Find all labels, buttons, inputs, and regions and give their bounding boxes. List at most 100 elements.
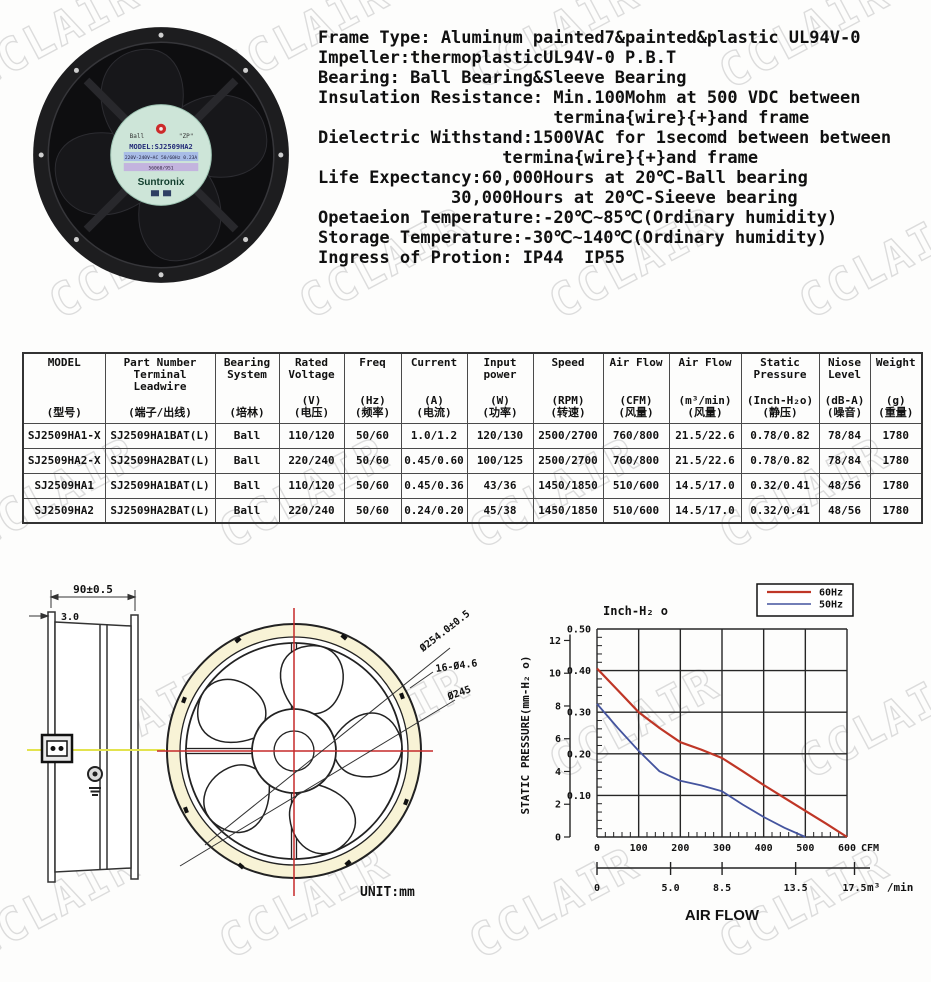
table-cell: SJ2509HA1-X xyxy=(22,422,106,449)
table-cell: 220/240 xyxy=(278,497,345,524)
cfm-tick-label: 600 xyxy=(838,843,856,854)
table-cell: 50/60 xyxy=(343,497,402,524)
inner-dia-label: Ø245 xyxy=(445,683,473,703)
table-cell: SJ2509HA2BAT(L) xyxy=(104,447,216,474)
table-cell: SJ2509HA2-X xyxy=(22,447,106,474)
table-cell: 0.24/0.20 xyxy=(400,497,468,524)
table-cell: 50/60 xyxy=(343,422,402,449)
table-cell: 110/120 xyxy=(278,422,345,449)
table-header-cell: MODEL (型号) xyxy=(22,352,106,424)
table-cell: 14.5/17.0 xyxy=(668,472,742,499)
table-header-cell: Bearing System (培林) xyxy=(214,352,280,424)
inch-tick-label: 0.40 xyxy=(567,666,591,677)
table-cell: 510/600 xyxy=(602,472,670,499)
table-cell: 78/84 xyxy=(818,422,871,449)
front-view: Ø254.0±0.5 16-Ø4.6 Ø245 xyxy=(157,608,478,896)
spec-line: Frame Type: Aluminum painted7&painted&pl… xyxy=(318,28,861,48)
table-header-cell: Speed (RPM) (转速) xyxy=(532,352,604,424)
table-cell: 1780 xyxy=(869,497,923,524)
table-cell: Ball xyxy=(214,422,280,449)
table-cell: 760/800 xyxy=(602,447,670,474)
mounting-holes xyxy=(181,633,409,870)
cert-mark-icon xyxy=(150,190,160,197)
spec-text-block: Frame Type: Aluminum painted7&painted&pl… xyxy=(318,28,924,268)
table-cell: Ball xyxy=(214,472,280,499)
mm-tick-label: 10 xyxy=(549,669,561,680)
label-zp: "ZP" xyxy=(179,133,194,140)
table-cell: 1450/1850 xyxy=(532,497,604,524)
cfm-tick-label: 100 xyxy=(630,843,648,854)
spec-line: Insulation Resistance: Min.100Mohm at 50… xyxy=(318,88,861,108)
dimension-drawing: 90±0.5 3.0 xyxy=(27,583,478,900)
unit-note: UNIT:mm xyxy=(360,885,415,900)
label-model: MODEL:SJ2509HA2 xyxy=(129,142,193,151)
x-axis-title: AIR FLOW xyxy=(685,907,760,924)
table-cell: 1780 xyxy=(869,472,923,499)
inch-tick-label: 0.30 xyxy=(567,708,591,719)
table-cell: 78/84 xyxy=(818,447,871,474)
mm-tick-label: 2 xyxy=(555,800,561,811)
mm-tick-label: 6 xyxy=(555,734,561,745)
inch-tick-label: 0.20 xyxy=(567,749,591,760)
legend-label: 50Hz xyxy=(819,600,843,611)
table-cell: 0.32/0.41 xyxy=(740,497,820,524)
table-cell: 0.45/0.36 xyxy=(400,472,468,499)
inch-tick-label: 0.10 xyxy=(567,791,591,802)
table-cell: SJ2509HA1BAT(L) xyxy=(104,422,216,449)
cfm-tick-label: 300 xyxy=(713,843,731,854)
table-cell: 0.45/0.60 xyxy=(400,447,468,474)
table-cell: 0.78/0.82 xyxy=(740,422,820,449)
fan-photo: Ball "ZP" MODEL:SJ2509HA2 220V-240V~AC 5… xyxy=(33,27,289,283)
spec-line: termina{wire}{+}and frame xyxy=(318,108,810,128)
table-cell: 48/56 xyxy=(818,472,871,499)
spec-table: MODEL (型号) Part Number Terminal Leadwire (端子/… xyxy=(22,352,923,524)
cert-mark-icon xyxy=(163,190,172,197)
table-cell: 510/600 xyxy=(602,497,670,524)
cfm-unit-label: CFM xyxy=(861,843,879,854)
table-cell: 2500/2700 xyxy=(532,422,604,449)
performance-chart: 0.50 0.40 0.30 0.20 0.10 Inch-H₂ o 12 10 8 6 4 2 0 ST… xyxy=(519,583,913,924)
table-cell: 760/800 xyxy=(602,422,670,449)
thickness-dimension-label: 3.0 xyxy=(61,612,79,623)
spec-line: Storage Temperature:-30℃~140℃(Ordinary h… xyxy=(318,228,827,248)
label-bearing-type: Ball xyxy=(130,133,145,140)
m3min-tick-label: 13.5 xyxy=(784,883,808,894)
table-cell: SJ2509HA2 xyxy=(22,497,106,524)
table-row: SJ2509HA1 SJ2509HA1BAT(L) Ball 110/120 50/60… xyxy=(22,472,923,499)
table-header-row: MODEL (型号) Part Number Terminal Leadwire (端子/… xyxy=(22,352,923,424)
table-cell: 50/60 xyxy=(343,447,402,474)
table-cell: Ball xyxy=(214,447,280,474)
table-row: SJ2509HA1-X SJ2509HA1BAT(L) Ball 110/120 50/… xyxy=(22,422,923,449)
fan-rivets xyxy=(38,32,284,278)
table-cell: SJ2509HA1BAT(L) xyxy=(104,472,216,499)
mm-tick-label: 8 xyxy=(555,701,561,712)
width-dimension xyxy=(49,590,137,611)
table-header-cell: Niose Level (dB-A) (噪音) xyxy=(818,352,871,424)
table-cell: 1450/1850 xyxy=(532,472,604,499)
curve-60hz xyxy=(596,667,848,838)
table-header-cell: Part Number Terminal Leadwire (端子/出线) xyxy=(104,352,216,424)
mm-tick-label: 4 xyxy=(555,767,561,778)
table-header-cell: Rated Voltage (V) (电压) xyxy=(278,352,345,424)
legend-label: 60Hz xyxy=(819,588,843,599)
mm-tick-label: 0 xyxy=(555,833,561,844)
inch-axis-title: Inch-H₂ o xyxy=(603,604,668,618)
spec-line: Life Expectancy:60,000Hours at 20℃-Ball … xyxy=(318,168,808,188)
spec-line: Ingress of Protion: IP44 IP55 xyxy=(318,248,626,268)
table-cell: 48/56 xyxy=(818,497,871,524)
table-cell: 0.32/0.41 xyxy=(740,472,820,499)
table-cell: 110/120 xyxy=(278,472,345,499)
m3min-tick-label: 5.0 xyxy=(662,883,680,894)
table-row: SJ2509HA2-X SJ2509HA2BAT(L) Ball 220/240 50/… xyxy=(22,447,923,474)
table-row: SJ2509HA2 SJ2509HA2BAT(L) Ball 220/240 50/60… xyxy=(22,497,923,524)
leader-lines xyxy=(179,647,456,867)
legend-box xyxy=(756,583,854,617)
table-cell: 43/36 xyxy=(466,472,534,499)
table-cell: 2500/2700 xyxy=(532,447,604,474)
cfm-tick-label: 400 xyxy=(755,843,773,854)
spec-line: termina{wire}{+}and frame xyxy=(318,148,759,168)
mm-tick-label: 12 xyxy=(549,636,561,647)
table-cell: 1.0/1.2 xyxy=(400,422,468,449)
spec-line: Impeller:thermoplasticUL94V-0 P.B.T xyxy=(318,48,677,68)
